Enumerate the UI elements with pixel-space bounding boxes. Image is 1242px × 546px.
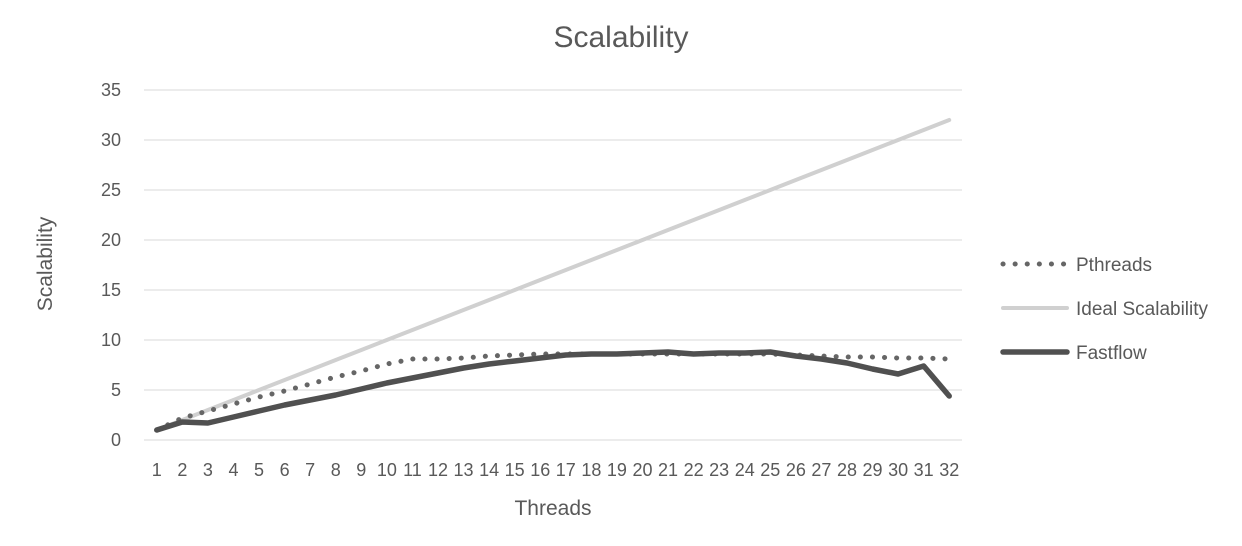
x-tick-label: 12 [428, 460, 448, 480]
y-tick-label: 25 [101, 180, 121, 200]
x-axis-title: Threads [514, 497, 591, 520]
x-tick-label: 25 [760, 460, 780, 480]
y-tick-label: 10 [101, 330, 121, 350]
x-tick-label: 28 [837, 460, 857, 480]
x-tick-label: 7 [305, 460, 315, 480]
x-tick-label: 20 [632, 460, 652, 480]
legend: Pthreads Ideal Scalability Fastflow [1000, 255, 1209, 364]
legend-label: Pthreads [1076, 255, 1152, 276]
x-tick-label: 22 [684, 460, 704, 480]
x-tick-label: 14 [479, 460, 499, 480]
series-lines [154, 118, 952, 433]
y-tick-label: 35 [101, 80, 121, 100]
x-tick-label: 5 [254, 460, 264, 480]
series-line-ideal-scalability [154, 118, 952, 432]
legend-label: Fastflow [1076, 343, 1147, 364]
x-tick-label: 9 [356, 460, 366, 480]
x-tick-label: 23 [709, 460, 729, 480]
y-tick-label: 15 [101, 280, 121, 300]
x-tick-label: 4 [228, 460, 238, 480]
y-tick-label: 20 [101, 230, 121, 250]
series-line-fastflow [154, 349, 952, 433]
series-line-pthreads [154, 351, 952, 433]
x-tick-label: 11 [403, 460, 422, 480]
x-tick-label: 32 [939, 460, 959, 480]
x-tick-label: 8 [331, 460, 341, 480]
x-tick-label: 31 [914, 460, 934, 480]
x-tick-label: 2 [177, 460, 187, 480]
x-tick-label: 18 [581, 460, 601, 480]
x-tick-label: 6 [280, 460, 290, 480]
x-tick-label: 16 [530, 460, 550, 480]
x-tick-label: 21 [658, 460, 678, 480]
chart-title: Scalability [553, 21, 688, 54]
x-tick-label: 19 [607, 460, 627, 480]
y-tick-label: 5 [111, 380, 121, 400]
x-tick-label: 1 [152, 460, 162, 480]
y-tick-label: 0 [111, 430, 121, 450]
x-tick-label: 30 [888, 460, 908, 480]
x-tick-label: 10 [377, 460, 397, 480]
legend-label: Ideal Scalability [1076, 299, 1209, 320]
x-tick-label: 29 [863, 460, 883, 480]
x-tick-label: 26 [786, 460, 806, 480]
y-axis-title: Scalability [34, 216, 57, 311]
x-tick-label: 13 [454, 460, 474, 480]
y-tick-label: 30 [101, 130, 121, 150]
x-tick-label: 3 [203, 460, 213, 480]
gridlines [144, 89, 962, 441]
x-axis-ticks: 1 2 3 4 5 6 7 8 9 10 11 12 13 14 15 16 17 18 19 20 21 22 23 24 2… [152, 460, 959, 480]
x-tick-label: 27 [811, 460, 831, 480]
x-tick-label: 15 [505, 460, 525, 480]
x-tick-label: 24 [735, 460, 755, 480]
y-axis-ticks: 0 5 10 15 20 25 30 35 [101, 80, 121, 450]
x-tick-label: 17 [556, 460, 576, 480]
